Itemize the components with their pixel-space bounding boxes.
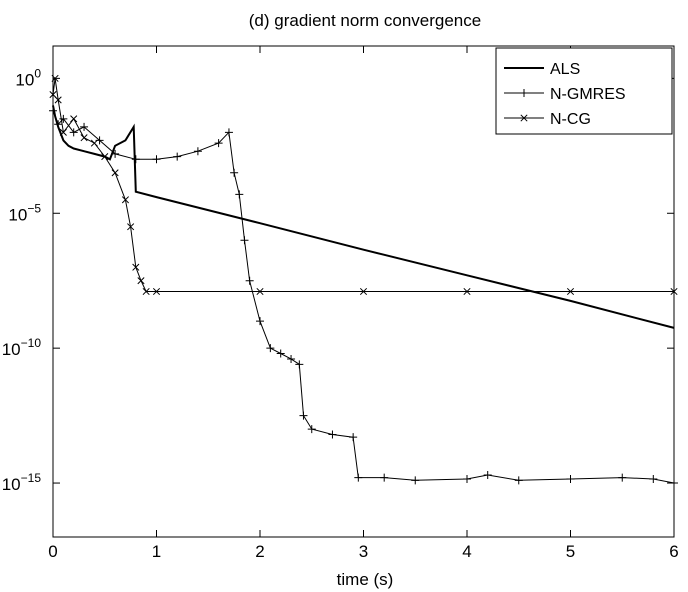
data-point [411,476,420,485]
data-point [514,476,523,485]
data-point [328,430,337,439]
legend-label: ALS [550,61,580,78]
data-point [649,474,658,483]
data-point [276,349,285,358]
data-point [295,360,304,369]
data-point [54,120,63,129]
data-point [235,190,244,199]
data-point [287,354,296,363]
data-point [49,106,57,115]
data-point [111,149,120,158]
legend-marker [520,114,528,122]
data-point [54,96,62,104]
data-point [51,74,59,82]
series-line [52,105,675,329]
data-point [132,263,140,271]
y-tick-label: 10−5 [8,201,41,224]
x-tick-label: 5 [566,542,575,561]
data-point [152,287,161,296]
x-tick-label: 0 [48,542,57,561]
data-point [463,287,471,296]
y-tick-label: 10−10 [2,336,42,359]
data-point [59,128,67,136]
data-point [111,169,119,177]
data-point [69,128,78,137]
data-point [80,134,88,142]
data-point [670,287,678,296]
x-axis-label: time (s) [337,570,394,589]
x-tick-label: 6 [669,542,678,561]
data-point [463,474,471,483]
legend-label: N-GMRES [550,86,626,103]
data-point [670,479,678,488]
legend-marker [520,89,528,97]
data-point [256,317,264,326]
data-point [230,168,239,177]
data-point [266,344,275,353]
data-point [152,155,161,164]
series-layer [49,74,678,488]
legend-label: N-CG [550,111,591,128]
data-point [245,276,254,285]
data-point [354,473,363,482]
series-als [52,105,675,329]
data-point [240,236,249,245]
data-point [618,473,627,482]
y-tick-label: 10−15 [2,471,42,494]
x-tick-label: 3 [359,542,368,561]
x-tick-label: 4 [462,542,471,561]
data-point [193,147,202,156]
data-point [70,115,78,123]
data-point [483,470,492,479]
data-point [121,196,130,204]
data-point [380,473,389,482]
data-point [173,152,182,161]
data-point [566,287,575,296]
x-tick-label: 1 [152,542,161,561]
data-point [299,411,308,420]
data-point [90,139,98,147]
chart-title: (d) gradient norm convergence [249,11,481,30]
axis-ticks: 0 1 2 3 4 5 6 100 10−5 10−10 10−15 [2,46,679,561]
data-point [59,114,68,123]
data-point [359,287,368,296]
data-point [101,153,109,161]
series-line [52,110,675,484]
data-point [256,287,264,296]
data-point [131,155,140,164]
data-point [137,277,145,285]
data-point [214,139,223,148]
data-point [307,425,316,434]
data-point [80,122,89,131]
data-point [224,128,233,137]
data-point [566,474,575,483]
data-point [349,433,358,442]
x-tick-label: 2 [255,542,264,561]
data-point [127,223,135,231]
series-n-gmres [49,106,678,488]
series-n-cg [49,74,678,296]
legend: ALS N-GMRES N-CG [495,47,673,135]
data-point [142,287,150,296]
y-tick-label: 100 [15,66,41,89]
